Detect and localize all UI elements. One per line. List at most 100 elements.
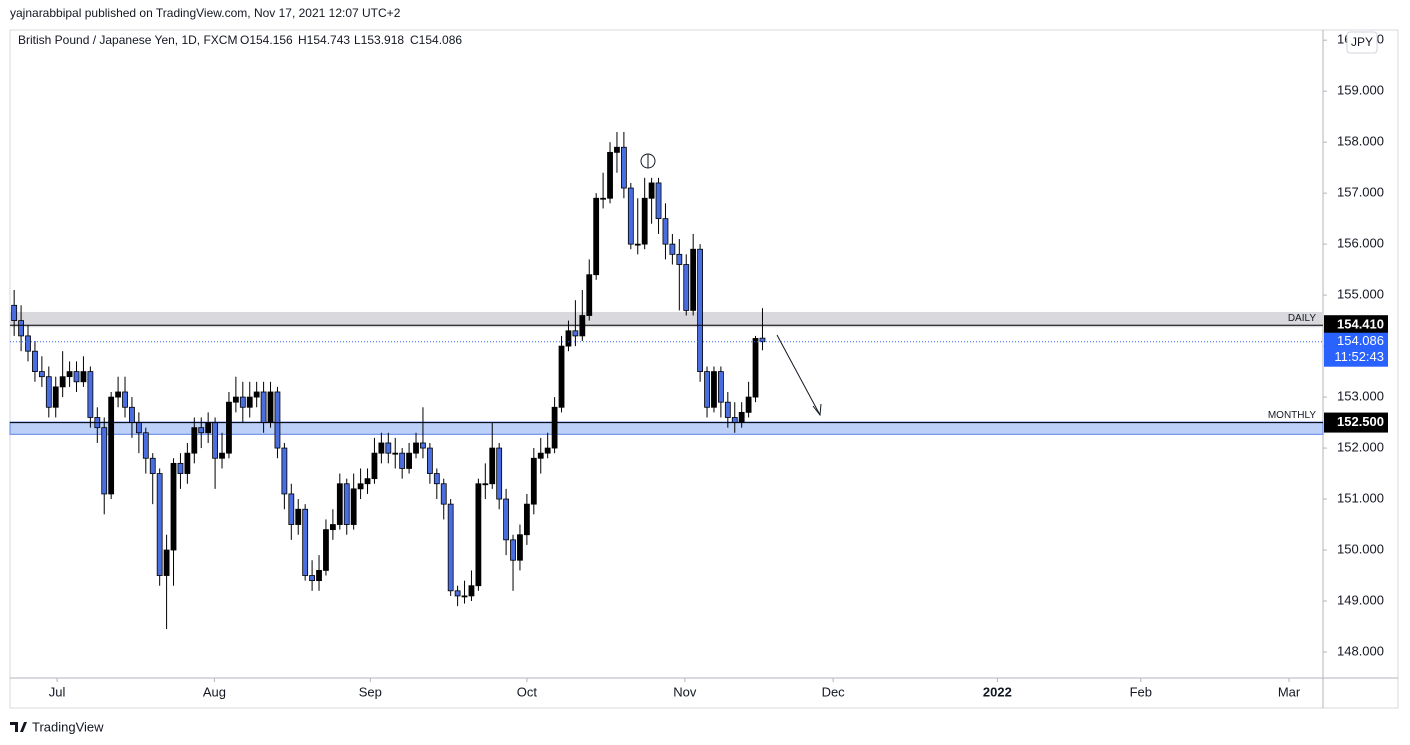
candle-body — [378, 442, 385, 454]
candle-body — [135, 422, 142, 434]
candle-body — [690, 248, 697, 311]
candle-body — [440, 483, 447, 505]
candle-body — [724, 401, 731, 418]
candle-body — [745, 396, 752, 413]
candle-body — [468, 585, 475, 597]
candle-body — [510, 539, 516, 561]
drawing-arrow — [776, 334, 821, 416]
candle-body — [184, 452, 191, 474]
candle-body — [634, 243, 641, 246]
candle-body — [239, 396, 246, 408]
candle-body — [288, 493, 295, 525]
candle-body — [170, 462, 177, 551]
candle-body — [11, 304, 18, 322]
candle-body — [38, 371, 45, 378]
countdown-label: 11:52:43 — [1334, 349, 1384, 364]
candle-body — [738, 411, 745, 423]
candle-body — [551, 406, 558, 449]
candle-body — [302, 508, 309, 576]
brand: TradingView — [10, 719, 104, 734]
candle-body — [676, 253, 683, 265]
candle-body — [66, 371, 73, 378]
chart-frame — [9, 29, 1399, 709]
candle-body — [717, 371, 724, 403]
ohlc-high: H154.743 — [298, 33, 350, 47]
candle-body — [80, 371, 87, 383]
candle-body — [371, 452, 378, 480]
candle-body — [475, 483, 482, 587]
x-tick-label: Sep — [359, 684, 382, 699]
ohlc-low: L153.918 — [354, 33, 404, 47]
candle-body — [426, 447, 433, 474]
candle-body — [45, 376, 52, 408]
candle-body — [295, 508, 302, 525]
candle-body — [52, 386, 59, 408]
candle-body — [316, 570, 322, 582]
candle-body — [357, 483, 364, 490]
candle-body — [669, 243, 676, 255]
candle-body — [191, 427, 198, 454]
y-tick-label: 159.000 — [1337, 83, 1384, 98]
y-tick-label: 148.000 — [1337, 643, 1384, 658]
candle-body — [683, 264, 690, 311]
level-name: DAILY — [1288, 313, 1316, 324]
candle-body — [406, 452, 412, 469]
candle-body — [544, 447, 551, 454]
candle-body — [108, 396, 115, 495]
candle-body — [329, 524, 336, 531]
candle-body — [156, 473, 163, 576]
candle-body — [648, 182, 655, 199]
candle-body — [129, 406, 135, 423]
last-price-label: 154.086 — [1337, 333, 1384, 348]
candle-body — [25, 335, 31, 352]
candle-body — [711, 371, 717, 408]
candle-body — [87, 371, 94, 418]
x-tick-label: Aug — [203, 684, 226, 699]
candle-body — [385, 442, 392, 454]
candle-body — [219, 452, 225, 459]
candle-body — [489, 447, 496, 485]
candle-body — [274, 391, 281, 449]
brand-logo — [10, 722, 27, 732]
x-tick-label: Mar — [1278, 684, 1301, 699]
candle-body — [212, 422, 218, 459]
level-tag — [1324, 315, 1388, 336]
candle-body — [59, 376, 66, 388]
candle-body — [246, 396, 253, 408]
candle-body — [593, 197, 600, 276]
candle-body — [697, 248, 704, 372]
y-tick-label: 155.000 — [1337, 287, 1384, 302]
candle-body — [586, 274, 593, 316]
x-tick-label: Feb — [1130, 684, 1152, 699]
currency-badge — [1346, 31, 1378, 54]
last-price-tag — [1324, 332, 1388, 367]
candle-body — [253, 391, 260, 398]
candle-body — [454, 590, 461, 597]
candle-body — [420, 442, 426, 449]
x-tick-label: 2022 — [983, 684, 1012, 699]
x-tick-label: Jul — [49, 684, 66, 699]
level-zone — [9, 421, 1324, 435]
candle-body — [641, 197, 648, 245]
candle-body — [399, 452, 406, 469]
candle-body — [226, 401, 232, 454]
candle-body — [232, 396, 239, 403]
level-zone — [10, 311, 1323, 328]
candle-body — [205, 422, 212, 434]
candle-body — [177, 462, 184, 474]
candle-body — [413, 442, 419, 454]
candle-body — [662, 218, 669, 245]
candle-body — [530, 457, 537, 505]
drawing-arrowhead — [812, 403, 822, 417]
y-tick-label: 157.000 — [1337, 185, 1384, 200]
x-tick-label: Nov — [673, 684, 697, 699]
level-name: MONTHLY — [1268, 410, 1316, 421]
candle-body — [433, 473, 440, 485]
y-tick-label: 153.000 — [1337, 389, 1384, 404]
candle-body — [558, 345, 565, 408]
candle-body — [260, 391, 267, 423]
candle-body — [163, 549, 170, 576]
candle-body — [364, 478, 371, 485]
candle-body — [704, 371, 710, 408]
